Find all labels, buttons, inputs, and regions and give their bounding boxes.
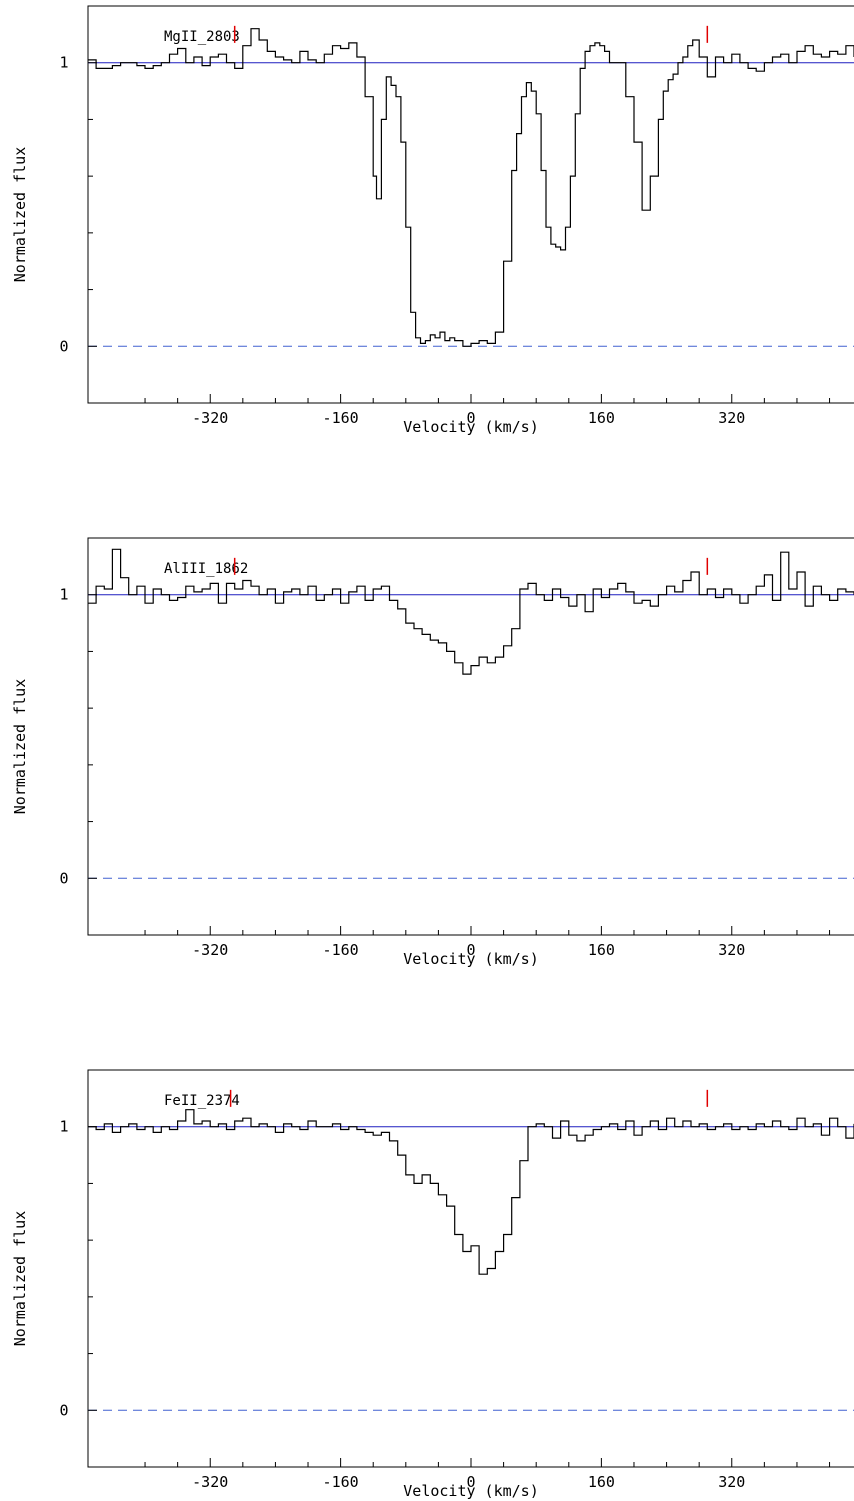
x-tick-label: 0 — [466, 409, 475, 427]
x-tick-label: 0 — [466, 941, 475, 959]
ion-label: FeII_2374 — [164, 1093, 240, 1109]
x-tick-label: -160 — [323, 409, 359, 427]
ion-label: AlIII_1862 — [164, 561, 248, 577]
x-axis-label: Velocity (km/s) — [403, 418, 538, 436]
y-tick-label: 0 — [59, 1401, 68, 1419]
ion-label: MgII_2803 — [164, 29, 240, 45]
spectrum-panel-1: 0 1 -320 -160 0 160 320 Velocity (km/s) Normaliz… — [11, 5, 854, 436]
y-tick-label: 1 — [59, 54, 68, 72]
y-tick-label: 1 — [59, 1118, 68, 1136]
y-axis-label: Normalized flux — [11, 1211, 29, 1346]
x-tick-label: 320 — [718, 1473, 745, 1491]
x-tick-label: 320 — [718, 409, 745, 427]
x-tick-label: 160 — [588, 941, 615, 959]
x-tick-label: 160 — [588, 409, 615, 427]
spectrum-line — [88, 548, 854, 675]
spectrum-line — [88, 1109, 854, 1275]
x-tick-label: -160 — [323, 1473, 359, 1491]
x-tick-label: 320 — [718, 941, 745, 959]
y-axis-label: Normalized flux — [11, 147, 29, 282]
x-tick-label: 160 — [588, 1473, 615, 1491]
x-tick-label: -320 — [192, 409, 228, 427]
x-axis-label: Velocity (km/s) — [403, 1482, 538, 1500]
x-tick-label: 0 — [466, 1473, 475, 1491]
x-tick-label: -320 — [192, 1473, 228, 1491]
spectrum-panel-3: 0 1 -320 -160 0 160 320 Velocity (km/s) Normaliz… — [11, 1069, 854, 1500]
spectrum-panel-2: 0 1 -320 -160 0 160 320 Velocity (km/s) Normaliz… — [11, 537, 854, 968]
x-tick-label: -320 — [192, 941, 228, 959]
y-tick-label: 1 — [59, 586, 68, 604]
y-tick-label: 0 — [59, 337, 68, 355]
y-axis-label: Normalized flux — [11, 679, 29, 814]
x-axis-label: Velocity (km/s) — [403, 950, 538, 968]
x-tick-label: -160 — [323, 941, 359, 959]
spectrum-line — [88, 28, 854, 347]
plot-frame — [87, 537, 854, 936]
y-tick-label: 0 — [59, 869, 68, 887]
